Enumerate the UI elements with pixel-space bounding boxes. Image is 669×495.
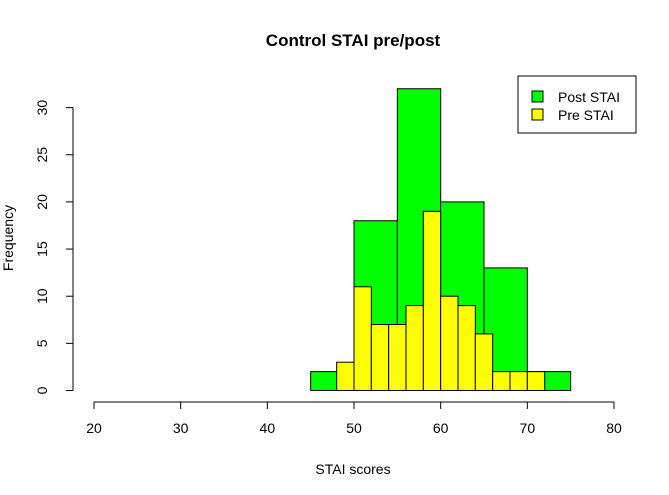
legend-swatch (531, 108, 544, 121)
histogram-bar (422, 210, 442, 391)
y-axis: 0 5 10 15 20 25 30 (34, 100, 74, 394)
histogram-bar (526, 371, 546, 392)
x-tick-label: 60 (433, 420, 449, 436)
y-tick-label: 5 (34, 339, 50, 347)
histogram-bar (509, 371, 528, 392)
histogram-bar (457, 305, 476, 392)
y-tick-label: 15 (34, 241, 50, 257)
histogram-bar (474, 333, 494, 392)
x-tick-label: 40 (260, 420, 276, 436)
y-tick-label: 10 (34, 288, 50, 304)
y-tick-label: 20 (34, 194, 50, 210)
x-axis: 20 30 40 50 60 70 80 (86, 401, 622, 436)
legend-swatch (531, 90, 544, 103)
x-tick-label: 30 (173, 420, 189, 436)
histogram-bar (405, 305, 424, 392)
legend-label: Post STAI (558, 89, 620, 105)
x-axis-label: STAI scores (315, 461, 390, 477)
histogram-bar (370, 323, 390, 391)
y-tick-label: 25 (34, 147, 50, 163)
histogram-bar (336, 361, 355, 391)
x-tick-label: 20 (86, 420, 102, 436)
y-tick-label: 30 (34, 100, 50, 116)
histogram-bar (388, 323, 407, 391)
x-tick-label: 80 (606, 420, 622, 436)
histogram-bar (353, 286, 372, 391)
legend-label: Pre STAI (558, 107, 614, 123)
y-axis-label: Frequency (0, 205, 16, 271)
x-tick-label: 70 (520, 420, 536, 436)
x-tick-label: 50 (346, 420, 362, 436)
legend: Post STAI Pre STAI (517, 75, 637, 134)
chart-title: Control STAI pre/post (266, 31, 441, 50)
histogram-bar (492, 371, 511, 392)
series-1 (336, 210, 546, 392)
bars-layer (310, 88, 572, 392)
y-tick-label: 0 (34, 386, 50, 394)
legend-box (517, 75, 637, 134)
histogram-bar (440, 295, 459, 392)
